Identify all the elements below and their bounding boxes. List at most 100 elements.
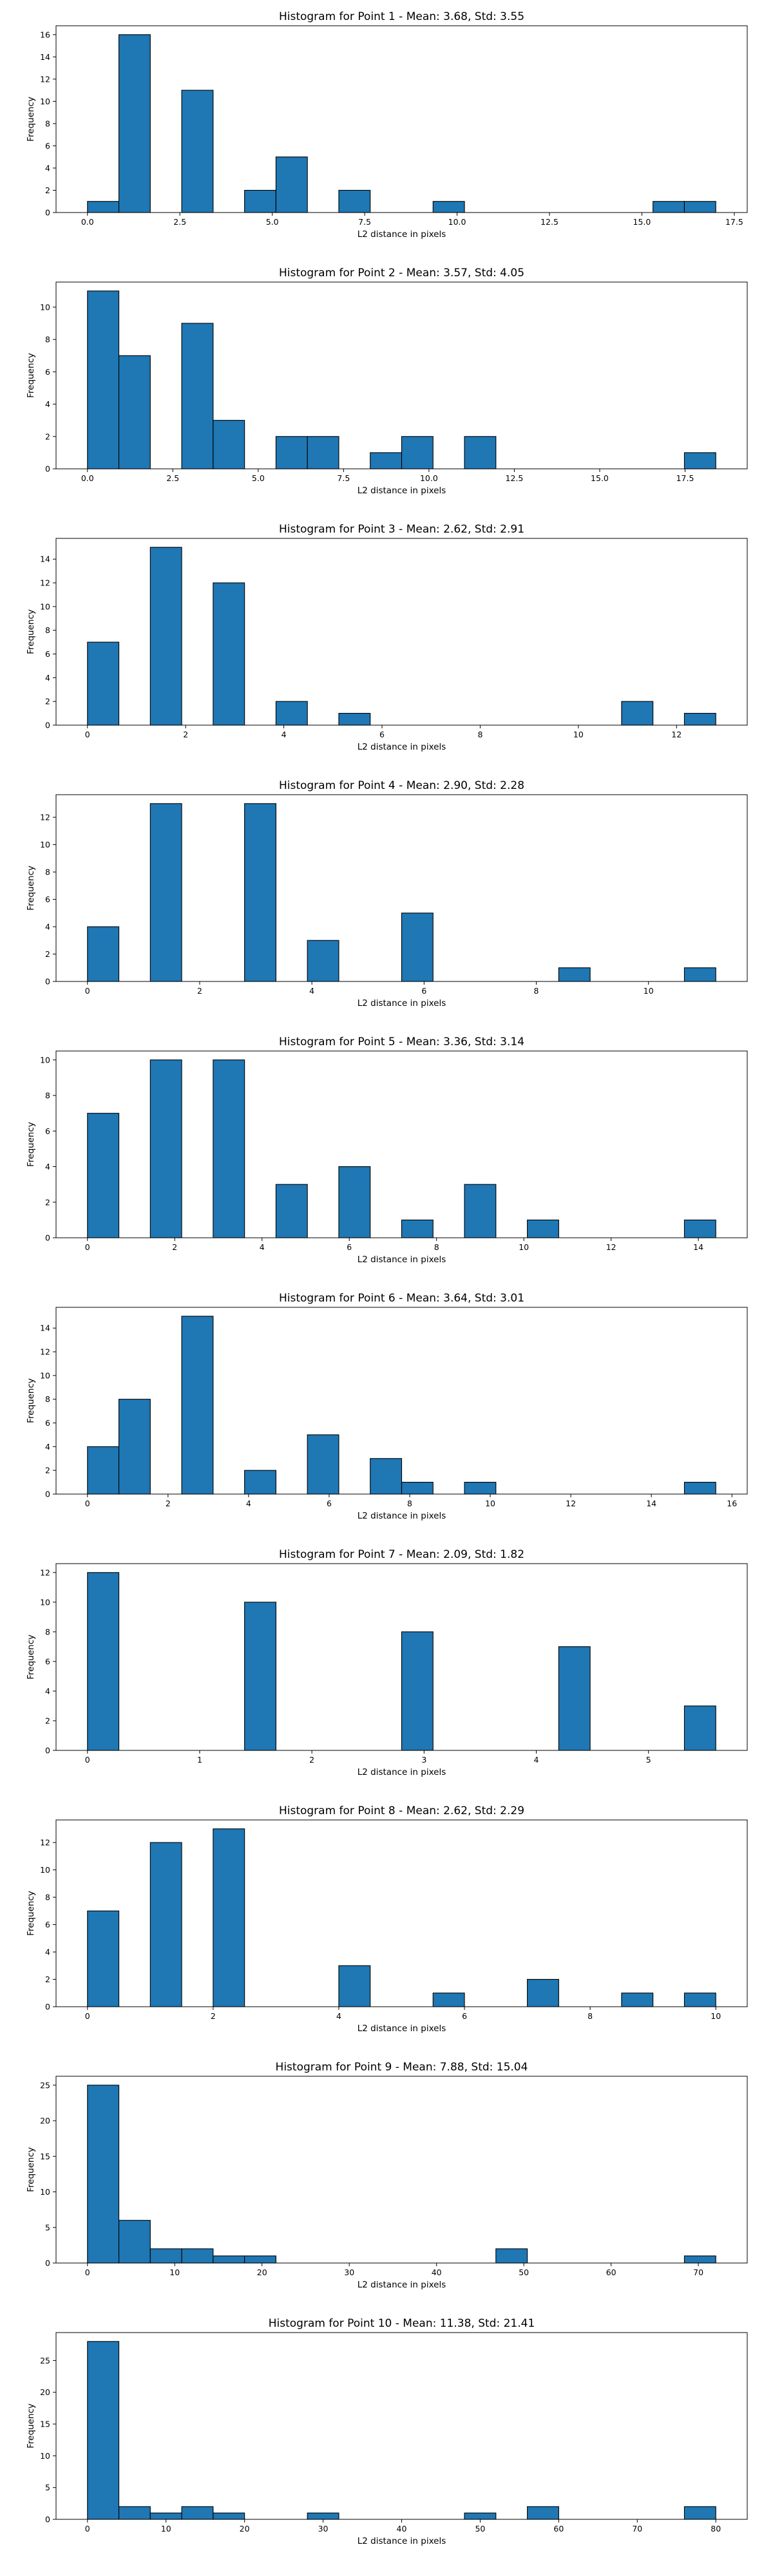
histogram-bar: [244, 1602, 276, 1751]
x-tick-label: 12: [566, 1499, 576, 1508]
x-tick-label: 70: [632, 2524, 642, 2533]
histogram-bar: [338, 1166, 371, 1238]
y-axis: 0 5 10 15 20 25: [40, 2356, 56, 2524]
y-tick-label: 0: [45, 1233, 50, 1243]
y-tick-label: 6: [45, 367, 50, 377]
y-tick-label: 8: [45, 1394, 50, 1404]
bars: [87, 290, 716, 469]
y-tick-label: 4: [45, 399, 50, 409]
histogram-chart-3: Histogram for Point 3 - Mean: 2.62, Std:…: [26, 523, 748, 752]
x-tick-label: 60: [606, 2268, 616, 2277]
y-tick-label: 10: [40, 2451, 50, 2461]
x-tick-label: 60: [553, 2524, 564, 2533]
x-axis-label: L2 distance in pixels: [358, 998, 446, 1009]
x-tick-label: 2: [166, 1499, 171, 1508]
x-tick-label: 0: [85, 2268, 90, 2277]
y-tick-label: 10: [40, 2187, 50, 2197]
y-tick-label: 14: [40, 52, 50, 62]
histogram-bar: [118, 1399, 151, 1495]
x-axis: 0 1 2 3 4 5: [85, 1750, 651, 1765]
histogram-bar: [683, 2506, 716, 2520]
histogram-bar: [87, 926, 120, 982]
x-tick-label: 2: [211, 2011, 216, 2021]
chart-title: Histogram for Point 2 - Mean: 3.57, Std:…: [279, 267, 524, 279]
y-axis-label: Frequency: [26, 2403, 36, 2448]
x-tick-label: 17.5: [676, 473, 694, 483]
y-axis-label: Frequency: [26, 353, 36, 398]
y-tick-label: 6: [45, 1920, 50, 1929]
x-axis-label: L2 distance in pixels: [358, 2023, 446, 2034]
histogram-bar: [401, 1631, 434, 1751]
y-tick-label: 25: [40, 2356, 50, 2365]
y-tick-label: 8: [45, 118, 50, 128]
y-tick-label: 10: [40, 302, 50, 312]
y-tick-label: 12: [40, 74, 50, 84]
x-axis: 0 2 4 6 8 10: [85, 981, 654, 996]
x-tick-label: 5: [646, 1755, 651, 1765]
x-tick-label: 0: [85, 1755, 90, 1765]
x-tick-label: 16: [727, 1499, 737, 1508]
histogram-bar: [149, 2248, 182, 2264]
x-tick-label: 0: [85, 730, 90, 739]
histogram-bar: [495, 2248, 528, 2264]
y-axis: 0 2 4 6 8 10 12: [40, 813, 56, 987]
histogram-chart-2: Histogram for Point 2 - Mean: 3.57, Std:…: [26, 267, 748, 496]
chart-title: Histogram for Point 6 - Mean: 3.64, Std:…: [279, 1292, 524, 1305]
y-tick-label: 2: [45, 1466, 50, 1475]
histogram-bar: [527, 1219, 559, 1238]
x-tick-label: 5.0: [252, 473, 265, 483]
x-axis: 0.0 2.5 5.0 7.5 10.0 12.5 15.0 17.5: [81, 213, 743, 227]
x-tick-label: 2.5: [173, 217, 186, 227]
histogram-bar: [213, 582, 245, 726]
y-axis: 0 2 4 6 8 10 12 14: [40, 554, 56, 730]
x-tick-label: 10: [161, 2524, 171, 2533]
y-tick-label: 5: [45, 2222, 50, 2232]
y-axis-label: Frequency: [26, 2147, 36, 2192]
y-tick-label: 6: [45, 1126, 50, 1136]
x-tick-label: 0: [85, 1242, 90, 1252]
histogram-bar: [432, 1993, 465, 2007]
y-tick-label: 20: [40, 2116, 50, 2126]
histogram-chart-8: Histogram for Point 8 - Mean: 2.62, Std:…: [26, 1804, 748, 2034]
chart-title: Histogram for Point 4 - Mean: 2.90, Std:…: [279, 779, 524, 792]
y-tick-label: 4: [45, 922, 50, 932]
x-tick-label: 10.0: [448, 217, 466, 227]
y-tick-label: 2: [45, 1975, 50, 1984]
y-tick-label: 4: [45, 1162, 50, 1171]
y-tick-label: 14: [40, 554, 50, 564]
x-tick-label: 2: [183, 730, 188, 739]
histogram-bar: [683, 967, 716, 982]
bars: [87, 1572, 716, 1751]
y-tick-label: 2: [45, 697, 50, 706]
histogram-bar: [213, 420, 245, 469]
x-tick-label: 6: [421, 986, 426, 996]
chart-title: Histogram for Point 5 - Mean: 3.36, Std:…: [279, 1036, 524, 1048]
histogram-bar: [149, 1059, 182, 1238]
x-tick-label: 12.5: [540, 217, 558, 227]
histogram-bar: [527, 2506, 559, 2520]
histogram-bar: [118, 355, 151, 469]
x-tick-label: 4: [336, 2011, 341, 2021]
y-tick-label: 8: [45, 625, 50, 635]
y-axis-label: Frequency: [26, 866, 36, 911]
chart-title: Histogram for Point 8 - Mean: 2.62, Std:…: [279, 1804, 524, 1817]
histogram-bar: [181, 2248, 214, 2264]
x-tick-label: 3: [421, 1755, 426, 1765]
y-tick-label: 6: [45, 1656, 50, 1666]
axes-frame: [55, 2332, 748, 2520]
bars: [87, 1059, 716, 1238]
x-tick-label: 0: [85, 986, 90, 996]
y-tick-label: 12: [40, 1347, 50, 1357]
y-axis: 0 2 4 6 8 10 12 14 16: [40, 30, 56, 218]
x-axis-label: L2 distance in pixels: [358, 229, 446, 240]
histogram-bar: [181, 90, 214, 213]
y-tick-label: 5: [45, 2483, 50, 2492]
histogram-bar: [275, 1184, 308, 1238]
x-axis: 0 2 4 6 8 10 12: [85, 725, 682, 739]
x-axis-label: L2 distance in pixels: [358, 2280, 446, 2290]
x-tick-label: 8: [407, 1499, 412, 1508]
x-axis: 0 2 4 6 8 10 12 14 16: [85, 1494, 737, 1508]
y-tick-label: 6: [45, 141, 50, 151]
y-tick-label: 12: [40, 1567, 50, 1577]
histogram-bar: [181, 2506, 214, 2520]
